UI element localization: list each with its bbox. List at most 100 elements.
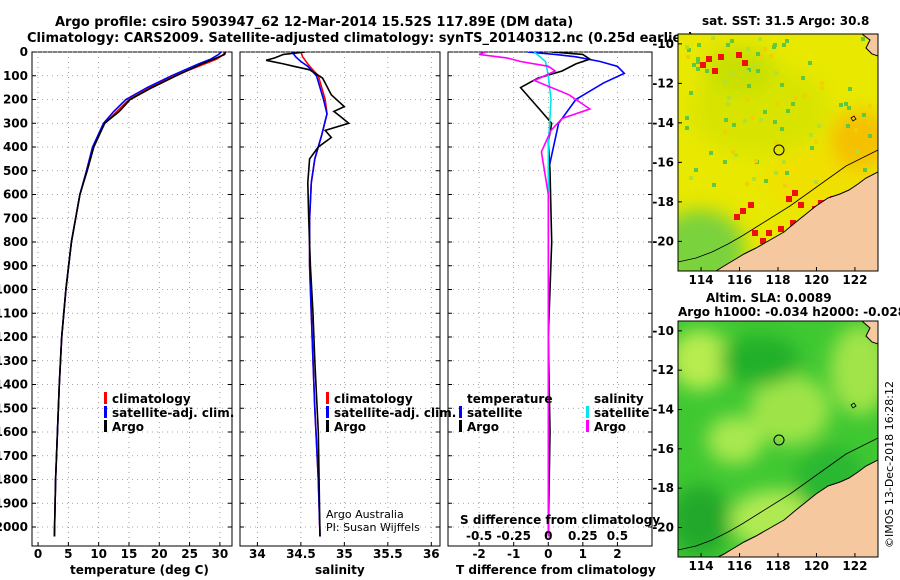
figure-title-line1: Argo profile: csiro 5903947_62 12-Mar-20… xyxy=(55,15,573,30)
depth-tick-label: 1300 xyxy=(0,354,28,368)
series-line-s-argo xyxy=(478,52,592,537)
temperature-series xyxy=(53,52,227,537)
series-line-argo xyxy=(265,52,351,537)
sst-pixel xyxy=(844,102,848,106)
sst-pixel xyxy=(808,61,812,65)
depth-tick-label: 200 xyxy=(3,93,28,107)
sst-pixel xyxy=(745,182,749,186)
sst-pixel xyxy=(745,98,749,102)
map-y-tick-label: -10 xyxy=(652,37,674,51)
map-x-tick-label: 118 xyxy=(765,559,790,573)
sst-land xyxy=(715,171,878,271)
sst-pixel xyxy=(754,159,758,163)
map-y-tick-label: -14 xyxy=(652,403,674,417)
salinity-difference-axis-label: S difference from climatology xyxy=(460,513,660,527)
sst-hot-pixel xyxy=(736,52,742,58)
sst-pixel xyxy=(756,52,760,56)
sst-pixel xyxy=(694,168,698,172)
x-tick-label: 35.5 xyxy=(373,547,403,561)
sst-pixel xyxy=(687,48,691,52)
map-y-tick-label: -16 xyxy=(652,155,674,169)
difference-axis-label: T difference from climatology xyxy=(456,563,656,577)
salinity-difference-tick-labels: -0.5 -0.25 0 0.25 0.5 xyxy=(466,529,628,543)
legend-swatch-t-satellite xyxy=(459,406,462,418)
depth-tick-label: 500 xyxy=(3,164,28,178)
legend-label-climatology: climatology xyxy=(112,392,191,406)
depth-tick-label: 700 xyxy=(3,211,28,225)
x-tick-label: 36 xyxy=(423,547,440,561)
sst-pixel xyxy=(712,183,716,187)
x-tick-label: 30 xyxy=(212,547,229,561)
temperature-grid xyxy=(32,51,232,546)
sst-pixel xyxy=(724,118,728,122)
sst-pixel xyxy=(863,168,867,172)
legend-label-argo: Argo xyxy=(334,420,366,434)
map-y-tick-label: -10 xyxy=(652,324,674,338)
sst-pixel xyxy=(696,67,700,71)
sla-high xyxy=(678,330,730,390)
sst-cool-patch xyxy=(678,210,745,271)
s-diff-tick-label: -0.5 xyxy=(466,529,492,543)
sst-pixel xyxy=(760,54,764,58)
sst-hot-pixel xyxy=(700,62,706,68)
sst-pixel xyxy=(743,119,747,123)
sst-pixel xyxy=(685,126,689,130)
sst-pixel xyxy=(731,150,735,154)
sst-pixel xyxy=(723,130,727,134)
sst-hot-pixel xyxy=(778,226,784,232)
argo-location-marker xyxy=(773,434,785,446)
series-line-satellite-adj-clim- xyxy=(291,52,328,537)
legend-label-s-argo: Argo xyxy=(594,420,626,434)
sst-hot-pixel xyxy=(792,190,798,196)
sst-pixel xyxy=(685,116,689,120)
credit-line1: Argo Australia xyxy=(326,508,404,521)
sst-pixel xyxy=(782,160,786,164)
sst-pixel xyxy=(803,94,807,98)
sla-land xyxy=(717,459,878,557)
depth-tick-label: 400 xyxy=(3,140,28,154)
sst-pixel xyxy=(764,179,768,183)
map-y-tick-label: -20 xyxy=(652,234,674,248)
sst-pixel xyxy=(820,81,824,85)
sla-map-tick-labels: 114 116 118 120 122 -10 -12 -14 -16 -18 -20 xyxy=(652,324,867,573)
sst-hot-pixel xyxy=(706,56,712,62)
depth-tick-label: 1000 xyxy=(0,283,28,297)
x-tick-label: 20 xyxy=(151,547,168,561)
depth-tick-label: 1700 xyxy=(0,449,28,463)
sst-pixel xyxy=(780,127,784,131)
sst-hot-pixel xyxy=(740,208,746,214)
sst-pixel xyxy=(689,176,693,180)
legend-swatch-t-argo xyxy=(459,420,462,432)
sst-pixel xyxy=(756,69,760,73)
figure-title-line2: Climatology: CARS2009. Satellite-adjuste… xyxy=(27,31,694,46)
sla-high xyxy=(750,375,830,445)
salinity-legend: climatology satellite-adj. clim. Argo xyxy=(326,392,456,434)
legend-label-climatology: climatology xyxy=(334,392,413,406)
legend-swatch-satellite xyxy=(326,406,329,418)
sst-pixel xyxy=(773,120,777,124)
depth-tick-label: 100 xyxy=(3,69,28,83)
sst-pixel xyxy=(775,102,779,106)
sst-pixel xyxy=(726,43,730,47)
sst-pixel xyxy=(785,171,789,175)
sst-island xyxy=(850,115,857,122)
temperature-legend: climatology satellite-adj. clim. Argo xyxy=(104,392,234,434)
sst-hot-pixel xyxy=(742,60,748,66)
sla-high xyxy=(707,416,763,464)
map-x-tick-label: 116 xyxy=(727,273,752,287)
s-diff-tick-label: 0.25 xyxy=(568,529,598,543)
x-tick-label: 0 xyxy=(34,547,42,561)
x-tick-label: 0 xyxy=(544,547,552,561)
map-x-tick-label: 114 xyxy=(689,273,714,287)
sst-pixel xyxy=(734,153,738,157)
sst-pixel xyxy=(846,124,850,128)
sst-warm-patch xyxy=(830,110,878,170)
sst-pixel xyxy=(780,83,784,87)
s-diff-tick-label: 0.5 xyxy=(607,529,628,543)
depth-tick-label: 1900 xyxy=(0,496,28,510)
s-diff-tick-label: -0.25 xyxy=(496,529,531,543)
sst-pixel xyxy=(709,151,713,155)
depth-tick-label: 300 xyxy=(3,116,28,130)
sst-hot-pixel xyxy=(766,230,772,236)
